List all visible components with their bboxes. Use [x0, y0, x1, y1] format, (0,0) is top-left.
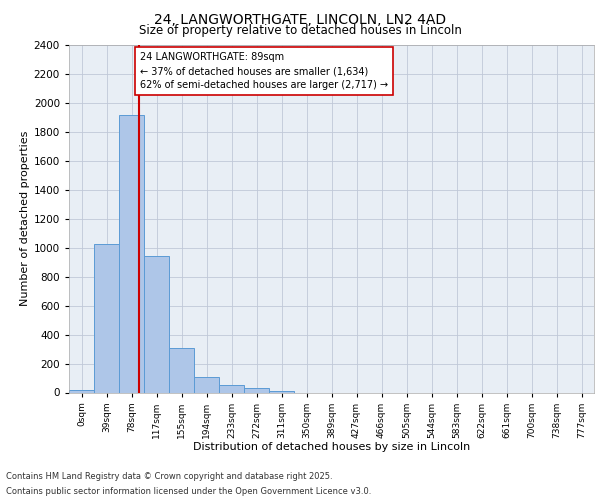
Bar: [69, 390, 94, 392]
Bar: [94, 244, 119, 392]
Text: 24 LANGWORTHGATE: 89sqm
← 37% of detached houses are smaller (1,634)
62% of semi: 24 LANGWORTHGATE: 89sqm ← 37% of detache…: [140, 52, 388, 90]
Text: Contains public sector information licensed under the Open Government Licence v3: Contains public sector information licen…: [6, 487, 371, 496]
Bar: [194, 376, 219, 392]
Bar: [169, 348, 194, 393]
X-axis label: Distribution of detached houses by size in Lincoln: Distribution of detached houses by size …: [193, 442, 470, 452]
Bar: [144, 256, 169, 392]
Bar: [244, 388, 269, 392]
Text: Contains HM Land Registry data © Crown copyright and database right 2025.: Contains HM Land Registry data © Crown c…: [6, 472, 332, 481]
Bar: [269, 391, 294, 392]
Bar: [119, 114, 144, 392]
Y-axis label: Number of detached properties: Number of detached properties: [20, 131, 29, 306]
Text: 24, LANGWORTHGATE, LINCOLN, LN2 4AD: 24, LANGWORTHGATE, LINCOLN, LN2 4AD: [154, 12, 446, 26]
Bar: [219, 384, 244, 392]
Text: Size of property relative to detached houses in Lincoln: Size of property relative to detached ho…: [139, 24, 461, 37]
